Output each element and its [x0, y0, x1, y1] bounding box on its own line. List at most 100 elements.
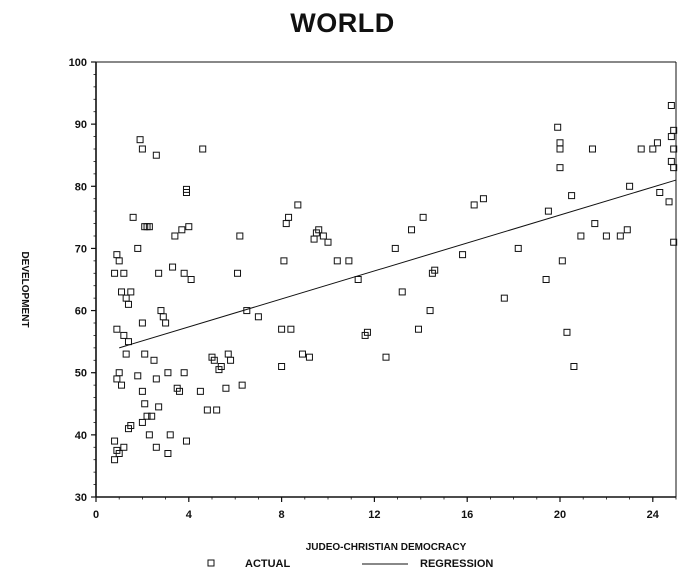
tick-marks	[91, 61, 677, 502]
data-point	[414, 325, 422, 333]
data-point	[111, 437, 119, 445]
data-point	[602, 232, 610, 240]
data-point	[234, 269, 242, 277]
data-point	[196, 387, 204, 395]
data-point	[280, 257, 288, 265]
x-tick-label: 8	[279, 509, 285, 521]
data-point	[563, 328, 571, 336]
axes	[95, 61, 677, 498]
x-tick-label: 20	[554, 509, 566, 521]
data-point	[665, 198, 673, 206]
regression-line	[119, 179, 677, 349]
data-point	[115, 450, 123, 457]
data-point	[111, 456, 119, 464]
data-point	[143, 412, 151, 420]
data-point	[670, 238, 678, 246]
data-point	[185, 223, 193, 231]
data-point	[152, 375, 160, 383]
data-point	[169, 263, 177, 271]
data-point	[203, 406, 211, 414]
data-point	[182, 437, 190, 445]
data-point	[667, 102, 675, 109]
data-point	[287, 325, 295, 333]
data-point	[426, 307, 434, 315]
x-tick-label: 24	[647, 509, 660, 521]
data-point	[122, 350, 130, 358]
data-point	[294, 201, 302, 209]
data-point	[470, 201, 478, 209]
x-tick-label: 4	[186, 509, 193, 521]
data-point	[176, 387, 184, 395]
legend: ACTUAL REGRESSION	[207, 558, 493, 570]
y-tick-label: 100	[69, 57, 87, 69]
data-point	[120, 331, 128, 339]
data-point	[182, 189, 190, 196]
data-point	[152, 151, 160, 159]
data-point	[118, 381, 126, 389]
data-point	[653, 139, 661, 147]
data-point	[224, 350, 232, 358]
data-point	[178, 226, 186, 234]
data-point	[419, 213, 427, 221]
data-point	[111, 269, 119, 277]
y-tick-label: 70	[75, 243, 87, 255]
data-point	[500, 294, 508, 302]
legend-actual-marker	[207, 559, 215, 567]
data-point	[199, 145, 207, 153]
data-point	[210, 356, 218, 364]
data-point	[558, 257, 566, 265]
data-point	[213, 406, 221, 414]
data-point	[298, 350, 306, 358]
data-point	[138, 418, 146, 426]
data-point	[164, 450, 172, 457]
data-point	[124, 338, 132, 346]
data-point	[278, 325, 286, 333]
data-point	[124, 300, 132, 308]
data-point	[148, 412, 156, 420]
data-point	[556, 145, 564, 153]
data-point	[138, 387, 146, 395]
x-tick-label: 0	[93, 509, 99, 521]
data-point	[626, 182, 634, 190]
data-point	[150, 356, 158, 364]
data-point	[217, 363, 225, 370]
data-point	[113, 325, 121, 333]
data-point	[222, 384, 230, 392]
data-point	[345, 257, 353, 265]
data-point	[155, 403, 163, 411]
data-point	[122, 294, 130, 302]
data-point	[649, 145, 657, 153]
data-point	[670, 164, 678, 172]
x-tick-label: 16	[461, 509, 473, 521]
data-point	[544, 207, 552, 215]
data-point	[118, 288, 126, 296]
data-point	[570, 363, 578, 370]
data-point	[315, 226, 323, 234]
data-point	[479, 195, 487, 203]
data-point	[254, 313, 262, 321]
data-point	[637, 145, 645, 153]
data-point	[120, 443, 128, 451]
data-point	[459, 251, 467, 259]
data-point	[120, 269, 128, 277]
x-axis-label: JUDEO-CHRISTIAN DEMOCRACY	[306, 542, 467, 553]
regression-line-group	[119, 179, 677, 349]
data-point	[129, 213, 137, 221]
data-point	[616, 232, 624, 240]
data-points	[111, 102, 678, 464]
data-point	[145, 431, 153, 439]
data-point	[115, 257, 123, 265]
data-point	[238, 381, 246, 389]
data-point	[588, 145, 596, 153]
legend-actual-label: ACTUAL	[245, 558, 290, 570]
data-point	[319, 232, 327, 240]
data-point	[363, 328, 371, 336]
y-tick-label: 60	[75, 306, 87, 318]
data-point	[138, 319, 146, 327]
data-point	[152, 443, 160, 451]
data-point	[556, 139, 564, 147]
data-point	[155, 269, 163, 277]
data-point	[408, 226, 416, 234]
data-point	[667, 157, 675, 165]
